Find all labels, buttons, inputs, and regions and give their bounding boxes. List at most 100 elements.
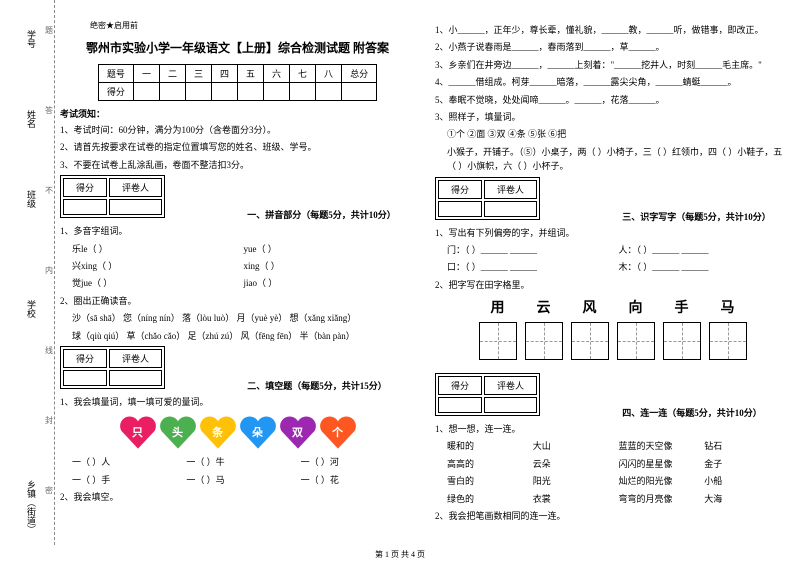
- score-table: 题号 一 二 三 四 五 六 七 八 总分 得分: [98, 64, 377, 101]
- ch: 马: [709, 297, 747, 317]
- page-footer: 第 1 页 共 4 页: [0, 549, 800, 560]
- score-mini: 得分 评卷人: [435, 373, 540, 416]
- binding-margin: 学号 姓名 班级 学校 乡镇（街道） 题 答 不 内 线 封 密: [0, 0, 55, 545]
- c: 小船: [704, 474, 790, 488]
- notice-item: 3、不要在试卷上乱涂乱画，卷面不整洁扣3分。: [60, 158, 415, 172]
- pair: yue（ ）: [244, 242, 416, 256]
- th: 八: [316, 65, 342, 83]
- tianzi-box[interactable]: [479, 322, 517, 360]
- opts: ①个 ②面 ③双 ④条 ⑤张 ⑥把: [447, 127, 790, 141]
- heart-icon: 个: [319, 414, 357, 450]
- q: 1、写出有下列偏旁的字，并组词。: [435, 226, 790, 240]
- tianzi-box[interactable]: [709, 322, 747, 360]
- section-4-title: 四、连一连（每题5分，共计10分）: [622, 408, 762, 418]
- q: 2、我会填空。: [60, 490, 415, 504]
- th: 三: [185, 65, 211, 83]
- td: 得分: [98, 83, 133, 101]
- c: 评卷人: [484, 376, 537, 395]
- q: 2、圈出正确读音。: [60, 294, 415, 308]
- q: 1、多音字组词。: [60, 224, 415, 238]
- tianzi-box[interactable]: [663, 322, 701, 360]
- margin-label: 乡镇（街道）: [25, 480, 38, 534]
- th: 题号: [98, 65, 133, 83]
- pair: 觉jue（ ）: [72, 276, 244, 290]
- notice-head: 考试须知：: [60, 107, 415, 120]
- th: 四: [211, 65, 237, 83]
- td[interactable]: [211, 83, 237, 101]
- seal-char: 内: [45, 265, 53, 276]
- c: 雪白的: [447, 474, 533, 488]
- td[interactable]: [133, 83, 159, 101]
- char-labels: 用 云 风 向 手 马: [435, 297, 790, 317]
- ch: 风: [571, 297, 609, 317]
- seal-char: 不: [45, 185, 53, 196]
- seal-char: 密: [45, 485, 53, 496]
- td[interactable]: [342, 83, 377, 101]
- th: 六: [264, 65, 290, 83]
- q: 1、我会填量词，填一填可爱的量词。: [60, 395, 415, 409]
- c: 衣裳: [533, 492, 619, 506]
- th: 五: [238, 65, 264, 83]
- c: 云朵: [533, 457, 619, 471]
- tianzi-box[interactable]: [571, 322, 609, 360]
- pair: 乐le（ ）: [72, 242, 244, 256]
- td[interactable]: [238, 83, 264, 101]
- c: 阳光: [533, 474, 619, 488]
- c: 得分: [63, 178, 107, 197]
- c: 评卷人: [484, 180, 537, 199]
- td[interactable]: [264, 83, 290, 101]
- margin-label: 学校: [25, 300, 38, 318]
- td[interactable]: [290, 83, 316, 101]
- c: 大山: [533, 439, 619, 453]
- rad: 门：（ ）______ ______: [447, 243, 619, 257]
- left-column: 绝密★启用前 鄂州市实验小学一年级语文【上册】综合检测试题 附答案 题号 一 二…: [60, 20, 415, 526]
- mw: 一（ ）马: [186, 473, 300, 487]
- c: 闪闪的星星像: [619, 457, 705, 471]
- heart-icon: 只: [119, 414, 157, 450]
- section-3-title: 三、识字写字（每题5分，共计10分）: [622, 212, 771, 222]
- pinyin-line: 沙（sā shā） 您（níng nín） 落（lòu luò） 月（yuè y…: [72, 311, 415, 325]
- section-1-title: 一、拼音部分（每题5分，共计10分）: [247, 210, 396, 220]
- q: 2、我会把笔画数相同的连一连。: [435, 509, 790, 523]
- fill: 2、小燕子说春雨是______，春雨落到______，草______。: [435, 40, 790, 54]
- section-2-title: 二、填空题（每题5分，共计15分）: [247, 381, 387, 391]
- c: 暖和的: [447, 439, 533, 453]
- heart-icon: 头: [159, 414, 197, 450]
- c: 绿色的: [447, 492, 533, 506]
- heart-icon: 条: [199, 414, 237, 450]
- fill: 1、小______，正年少，尊长辈，懂礼貌，______教，______听，做错…: [435, 23, 790, 37]
- pair: jiao（ ）: [244, 276, 416, 290]
- char-boxes: [435, 322, 790, 360]
- mw: 一（ ）人: [72, 455, 186, 469]
- q: 1、想一想，连一连。: [435, 422, 790, 436]
- ch: 向: [617, 297, 655, 317]
- c: 弯弯的月亮像: [619, 492, 705, 506]
- score-mini: 得分 评卷人: [60, 175, 165, 218]
- pair: 兴xing（ ）: [72, 259, 244, 273]
- ch: 手: [663, 297, 701, 317]
- mw: 一（ ）牛: [186, 455, 300, 469]
- td[interactable]: [185, 83, 211, 101]
- notice-item: 1、考试时间：60分钟，满分为100分（含卷面分3分）。: [60, 123, 415, 137]
- score-mini: 得分 评卷人: [60, 346, 165, 389]
- th: 一: [133, 65, 159, 83]
- c: 金子: [704, 457, 790, 471]
- score-mini: 得分 评卷人: [435, 177, 540, 220]
- page-content: 绝密★启用前 鄂州市实验小学一年级语文【上册】综合检测试题 附答案 题号 一 二…: [0, 0, 800, 536]
- ch: 云: [525, 297, 563, 317]
- td[interactable]: [159, 83, 185, 101]
- c: 评卷人: [109, 349, 162, 368]
- th: 总分: [342, 65, 377, 83]
- c: 得分: [63, 349, 107, 368]
- seal-char: 题: [45, 25, 53, 36]
- mw: 一（ ）手: [72, 473, 186, 487]
- heart-icon: 双: [279, 414, 317, 450]
- tianzi-box[interactable]: [617, 322, 655, 360]
- ch: 用: [479, 297, 517, 317]
- td[interactable]: [316, 83, 342, 101]
- tianzi-box[interactable]: [525, 322, 563, 360]
- heart-icon: 朵: [239, 414, 277, 450]
- exam-title: 鄂州市实验小学一年级语文【上册】综合检测试题 附答案: [60, 39, 415, 56]
- c: 大海: [704, 492, 790, 506]
- c: 灿烂的阳光像: [619, 474, 705, 488]
